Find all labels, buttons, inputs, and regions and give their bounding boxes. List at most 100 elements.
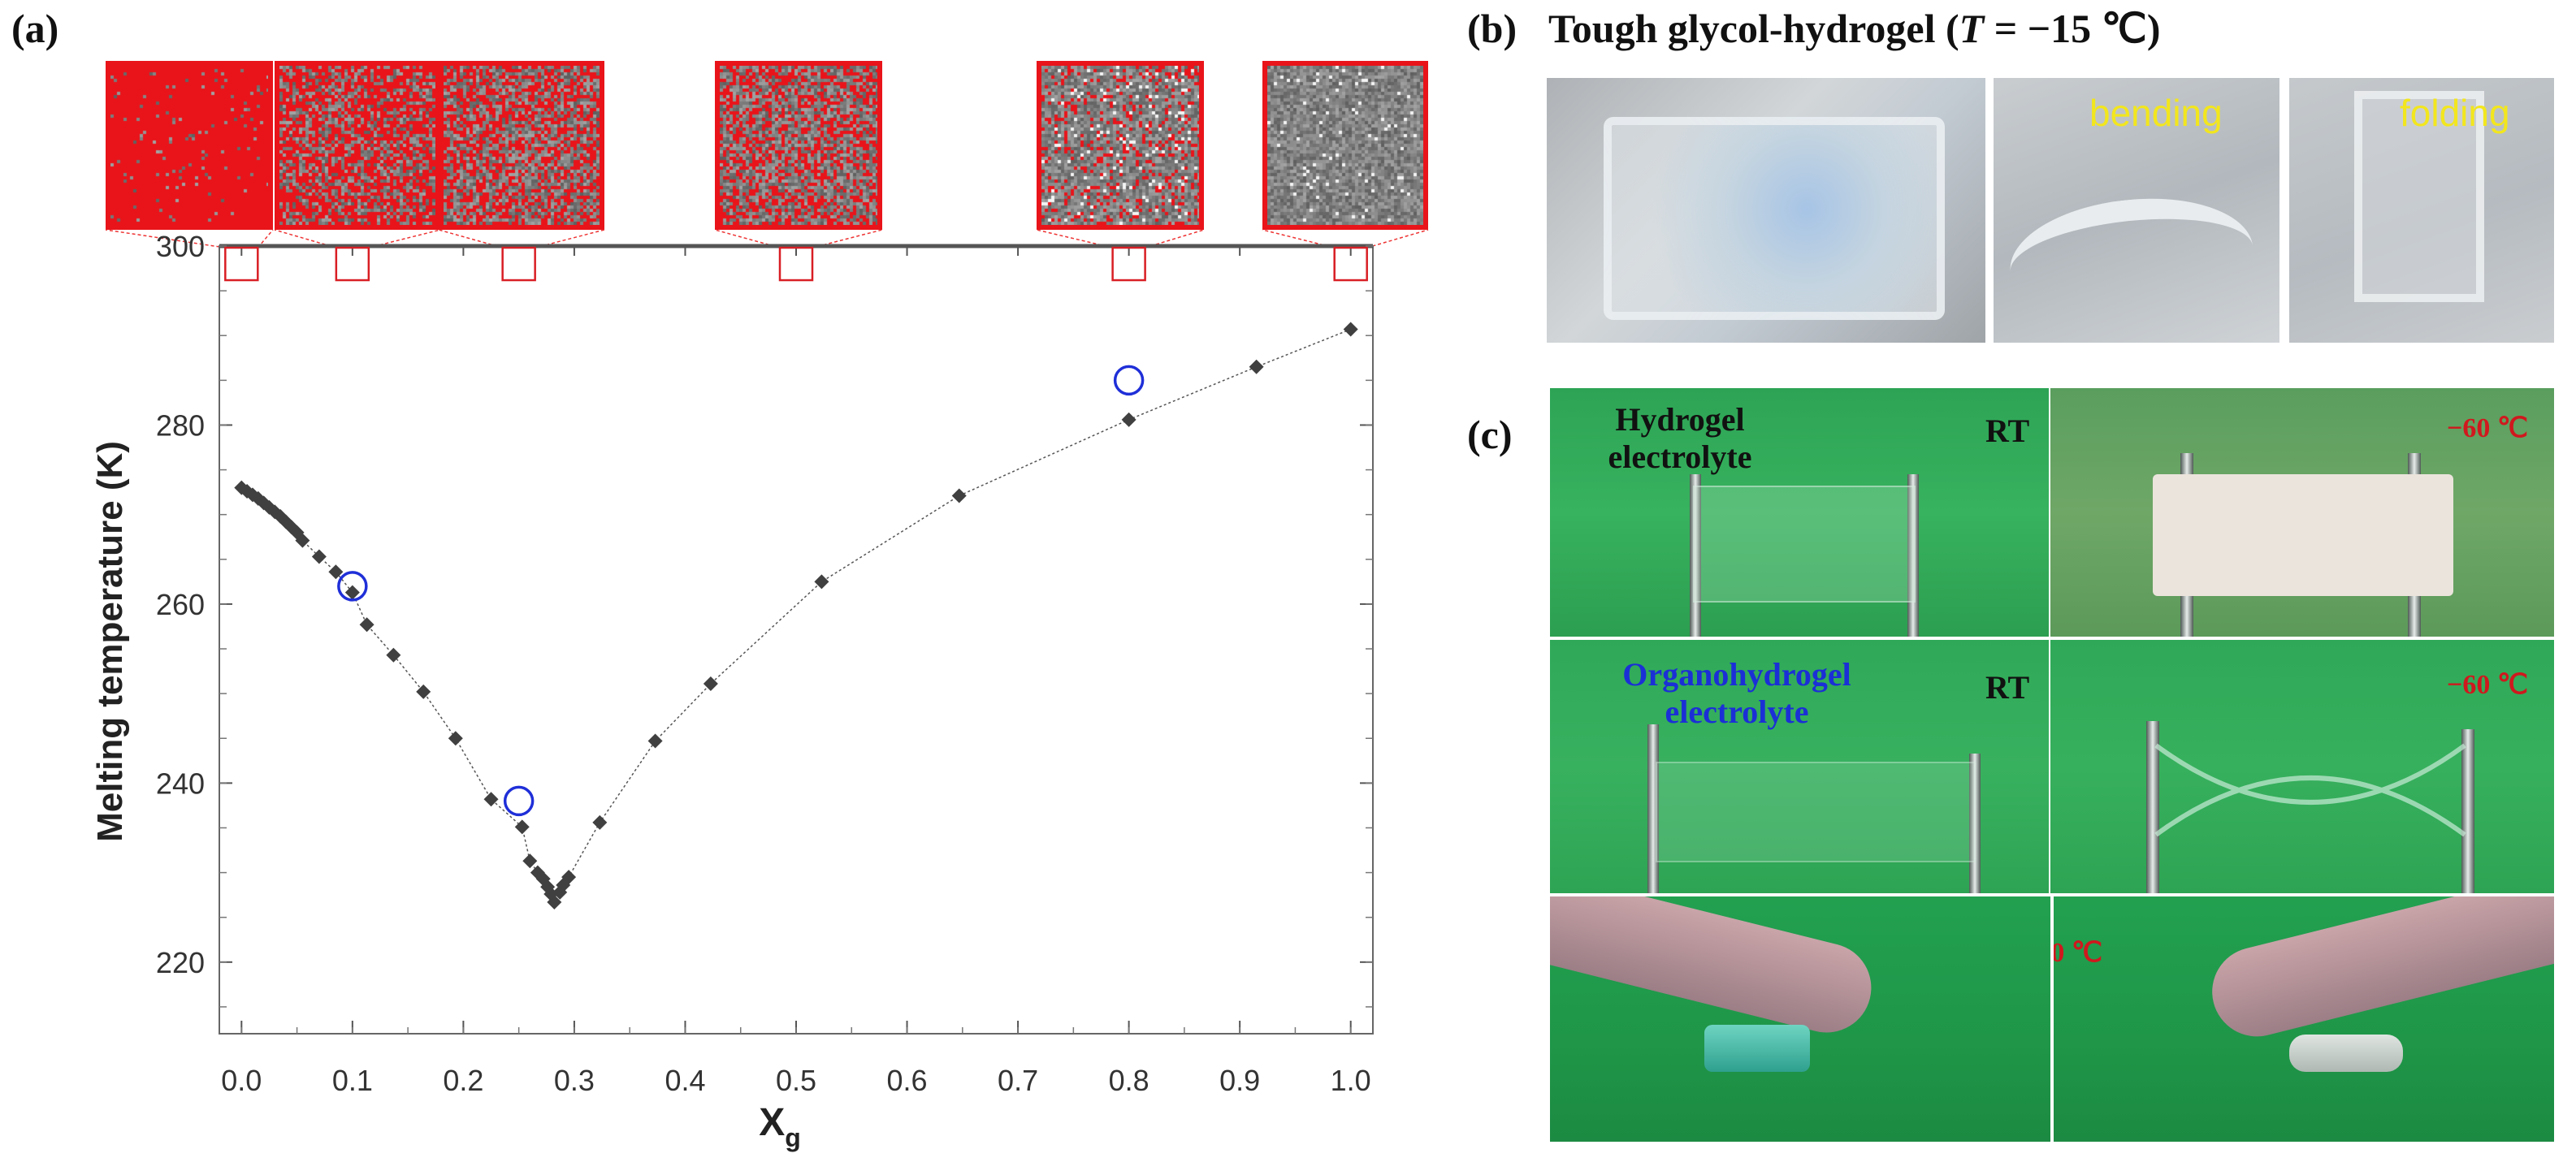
diamond-point bbox=[522, 853, 538, 869]
panel-c-label: (c) bbox=[1467, 412, 1513, 457]
diamond-point bbox=[416, 684, 431, 699]
x-tick-label: 0.8 bbox=[1109, 1064, 1149, 1097]
hydrogel-photo-flat bbox=[1547, 78, 1985, 343]
diamond-point bbox=[814, 574, 829, 590]
y-tick-label: 240 bbox=[156, 767, 205, 800]
bent-gel-strip bbox=[2004, 187, 2259, 331]
x-tick-label: 0.7 bbox=[998, 1064, 1038, 1097]
rt-label-top: RT bbox=[1985, 413, 2030, 449]
open-circle-point bbox=[337, 571, 368, 602]
snapshot-texture bbox=[444, 66, 600, 225]
hydrogel-photo-bending: bending bbox=[1994, 78, 2279, 343]
diamond-point bbox=[295, 533, 310, 548]
snapshot-xg-1.0 bbox=[1262, 61, 1428, 230]
cold-label-bottom: −60 ℃ bbox=[2054, 938, 2103, 968]
y-tick-labels: 220 240 260 280 300 bbox=[156, 230, 205, 979]
frozen-white-film bbox=[2153, 474, 2453, 596]
twisted-film bbox=[2154, 743, 2466, 837]
gel-puck-compressed bbox=[2289, 1035, 2403, 1072]
tweezer-right bbox=[1969, 754, 1981, 893]
organohydrogel-rt-photo: Organohydrogel electrolyte RT bbox=[1550, 640, 2049, 893]
organohydrogel-electrolyte-label: Organohydrogel electrolyte bbox=[1622, 656, 1851, 730]
highlight-box bbox=[778, 246, 814, 282]
x-tick-label: 0.4 bbox=[665, 1064, 705, 1097]
open-circle-point bbox=[1113, 365, 1145, 396]
callout-line bbox=[257, 229, 274, 248]
diamond-point bbox=[483, 792, 499, 807]
callout-line bbox=[105, 229, 226, 248]
x-tick-label: 1.0 bbox=[1331, 1064, 1371, 1097]
cold-label-top: −60 ℃ bbox=[2447, 413, 2529, 443]
x-tick-label: 0.0 bbox=[221, 1064, 262, 1097]
panel-a-label: (a) bbox=[11, 6, 59, 51]
tweezer-right bbox=[2461, 729, 2474, 893]
organohydrogel-cold-photo: −60 ℃ bbox=[2050, 640, 2554, 893]
diamond-point bbox=[344, 585, 360, 600]
x-tick-label: 0.6 bbox=[887, 1064, 928, 1097]
snapshot-texture bbox=[1041, 66, 1199, 225]
x-tick-labels: 0.0 0.1 0.2 0.3 0.4 0.5 0.6 0.7 0.8 0.9 1.0 bbox=[221, 1064, 1370, 1097]
y-tick-label: 300 bbox=[156, 230, 205, 263]
highlight-boxes bbox=[224, 246, 1368, 282]
cold-label-middle: −60 ℃ bbox=[2447, 670, 2529, 700]
diamond-point bbox=[448, 731, 463, 746]
x-tick-label: 0.5 bbox=[776, 1064, 816, 1097]
axis-ticks bbox=[219, 245, 1373, 1034]
diamond-point bbox=[561, 870, 577, 885]
hydrogel-electrolyte-label: Hydrogel electrolyte bbox=[1608, 401, 1752, 475]
diamond-point bbox=[1249, 359, 1264, 374]
plot-frame bbox=[219, 245, 1374, 1035]
diamond-point bbox=[592, 814, 608, 830]
snapshot-xg-0.5 bbox=[715, 61, 882, 230]
y-tick-label: 280 bbox=[156, 408, 205, 442]
transparent-film bbox=[1693, 486, 1916, 603]
diamond-point bbox=[328, 564, 344, 580]
diamond-point bbox=[311, 549, 327, 564]
folding-caption: folding bbox=[2400, 92, 2510, 134]
highlight-box bbox=[335, 246, 370, 282]
highlight-box bbox=[224, 246, 259, 282]
x-axis-label: Xg bbox=[759, 1101, 801, 1152]
y-axis-label: Melting temperature (K) bbox=[90, 441, 130, 842]
diamond-point bbox=[547, 894, 562, 909]
transparent-film bbox=[1656, 762, 1976, 862]
callout-line bbox=[274, 229, 337, 248]
bending-caption: bending bbox=[2089, 92, 2223, 134]
x-tick-label: 0.9 bbox=[1219, 1064, 1260, 1097]
snapshot-xg-0.25 bbox=[439, 61, 604, 230]
diamond-point bbox=[514, 819, 530, 835]
panel-b-title: Tough glycol-hydrogel (T = −15 ℃) bbox=[1548, 6, 2161, 51]
diamond-point bbox=[359, 617, 374, 633]
diamond-point bbox=[386, 647, 401, 663]
snapshot-texture bbox=[110, 66, 268, 225]
hydrogel-photo-folding: folding bbox=[2289, 78, 2554, 343]
x-tick-label: 0.3 bbox=[554, 1064, 595, 1097]
tweezer-left bbox=[2146, 721, 2159, 893]
y-tick-label: 260 bbox=[156, 588, 205, 621]
hydrogel-rt-photo: Hydrogel electrolyte RT bbox=[1550, 388, 2049, 637]
panel-b-label: (b) bbox=[1467, 6, 1517, 51]
dotted-trend-line bbox=[240, 328, 1351, 904]
snapshot-texture bbox=[279, 66, 435, 225]
hydrogel-cold-photo: −60 ℃ bbox=[2050, 388, 2554, 637]
snapshot-xg-0.1 bbox=[275, 61, 440, 230]
tweezer-left bbox=[1647, 724, 1659, 893]
finger-press-photo-right: −60 ℃ bbox=[2054, 896, 2554, 1142]
callout-line bbox=[1145, 229, 1205, 248]
melting-temperature-chart: 220 240 260 280 300 0.0 0.1 0.2 0.3 0.4 0.5 0.6 0.7… bbox=[90, 229, 1429, 1152]
diamond-point bbox=[951, 488, 967, 503]
gel-puck bbox=[1704, 1025, 1810, 1072]
folded-gel bbox=[2354, 91, 2484, 302]
highlight-box bbox=[1111, 246, 1146, 282]
x-tick-label: 0.1 bbox=[332, 1064, 373, 1097]
snapshot-texture bbox=[720, 66, 877, 225]
snapshot-texture bbox=[1267, 66, 1423, 225]
snapshot-xg-0.0 bbox=[106, 61, 273, 230]
diamond-point bbox=[647, 733, 663, 749]
finger-press-photo-left bbox=[1550, 896, 2050, 1142]
diamond-point bbox=[703, 676, 718, 692]
diamond-point bbox=[1121, 412, 1136, 427]
x-tick-label: 0.2 bbox=[443, 1064, 483, 1097]
trend-line bbox=[240, 328, 1351, 904]
y-tick-label: 220 bbox=[156, 946, 205, 979]
